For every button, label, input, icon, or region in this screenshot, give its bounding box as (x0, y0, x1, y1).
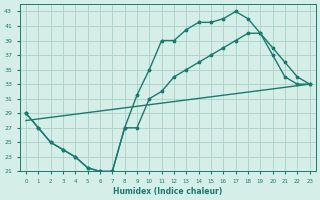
X-axis label: Humidex (Indice chaleur): Humidex (Indice chaleur) (113, 187, 222, 196)
